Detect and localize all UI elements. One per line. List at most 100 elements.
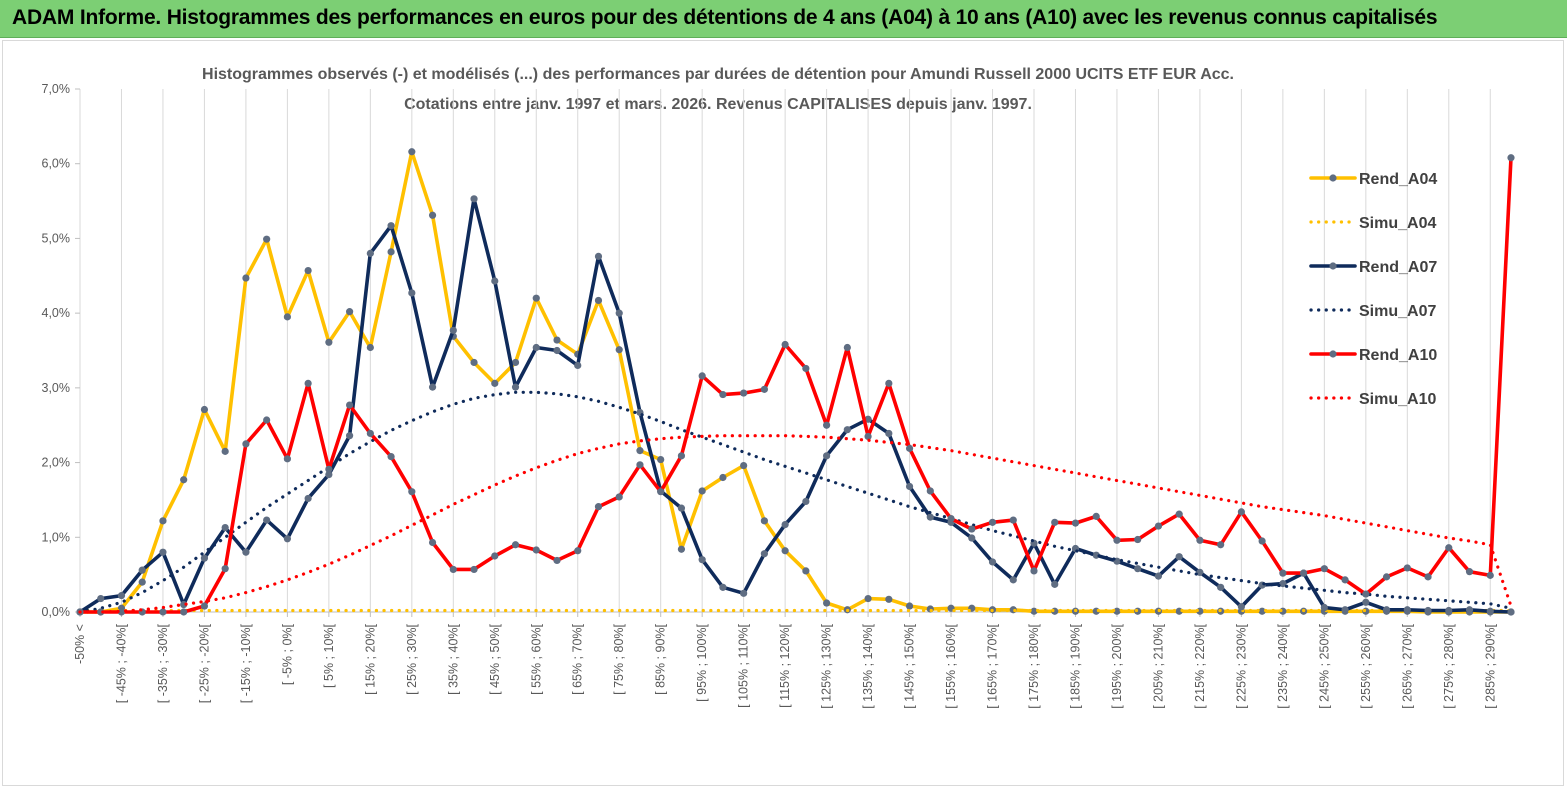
legend-item-simu-a07[interactable]: Simu_A07 xyxy=(1309,303,1436,320)
data-point-rend-a07 xyxy=(1134,565,1142,573)
data-point-rend-a04 xyxy=(781,547,789,555)
legend-item-rend-a04[interactable]: Rend_A04 xyxy=(1309,171,1437,188)
data-point-rend-a04 xyxy=(408,148,416,156)
series-line-rend-a04 xyxy=(78,150,1513,614)
data-point-rend-a10 xyxy=(1341,576,1349,584)
x-tick-label: -50% < xyxy=(73,624,87,664)
data-point-rend-a07 xyxy=(594,252,603,260)
legend-item-simu-a10[interactable]: Simu_A10 xyxy=(1309,391,1436,408)
x-tick-label: [ -25% ; -20%[ xyxy=(197,623,211,703)
x-tick-label: [ 25% ; 30%[ xyxy=(405,623,419,694)
data-point-rend-a07 xyxy=(760,550,768,558)
data-point-rend-a07 xyxy=(1279,580,1287,588)
data-point-rend-a07 xyxy=(1507,608,1515,616)
data-point-rend-a04 xyxy=(263,235,271,243)
data-point-rend-a10 xyxy=(97,608,105,616)
data-point-rend-a10 xyxy=(532,546,540,554)
data-point-rend-a07 xyxy=(1403,606,1411,614)
data-point-rend-a10 xyxy=(760,385,768,393)
y-tick-label: 3,0% xyxy=(42,381,71,395)
data-point-rend-a10 xyxy=(802,364,810,373)
legend-marker-rend-a07 xyxy=(1329,262,1337,270)
legend-label-rend-a04: Rend_A04 xyxy=(1359,171,1437,188)
series-line-simu-a07 xyxy=(78,390,1513,614)
report-banner: ADAM Informe. Histogrammes des performan… xyxy=(0,0,1567,38)
data-point-rend-a07 xyxy=(1217,583,1225,591)
data-point-rend-a10 xyxy=(574,547,582,555)
series-line-rend-a07 xyxy=(78,197,1513,614)
data-point-rend-a10 xyxy=(968,525,976,533)
data-point-rend-a10 xyxy=(594,503,603,511)
data-point-rend-a07 xyxy=(574,361,582,370)
data-point-rend-a07 xyxy=(823,452,831,460)
data-point-rend-a07 xyxy=(242,548,250,556)
data-point-rend-a07 xyxy=(449,326,457,334)
data-point-rend-a10 xyxy=(449,565,457,574)
data-point-rend-a04 xyxy=(180,476,188,484)
data-point-rend-a07 xyxy=(615,309,623,317)
data-point-rend-a10 xyxy=(740,389,748,397)
data-point-rend-a10 xyxy=(1030,567,1038,575)
data-point-rend-a07 xyxy=(1382,606,1391,614)
data-point-rend-a07 xyxy=(988,558,997,566)
data-point-rend-a07 xyxy=(740,589,748,597)
data-point-rend-a10 xyxy=(180,608,188,616)
x-tick-label: [ -15% ; -10%[ xyxy=(239,623,253,703)
x-tick-label: [ 175% ; 180%[ xyxy=(1027,623,1041,708)
data-point-rend-a07 xyxy=(408,289,416,297)
data-point-rend-a10 xyxy=(1196,536,1204,544)
data-point-rend-a10 xyxy=(1134,535,1142,544)
data-point-rend-a07 xyxy=(346,432,354,440)
data-point-rend-a04 xyxy=(325,338,333,346)
data-point-rend-a07 xyxy=(491,277,499,285)
data-point-rend-a07 xyxy=(926,513,934,521)
data-point-rend-a10 xyxy=(1009,516,1017,524)
chart-subtitle: Cotations entre janv. 1997 et mars. 2026… xyxy=(404,96,1032,113)
y-tick-label: 7,0% xyxy=(42,82,71,96)
data-point-rend-a10 xyxy=(200,602,209,610)
data-point-rend-a07 xyxy=(325,470,333,479)
data-point-rend-a10 xyxy=(677,452,686,460)
data-point-rend-a04 xyxy=(823,599,831,607)
series-group xyxy=(76,148,1515,616)
data-point-rend-a04 xyxy=(511,358,520,367)
data-point-rend-a07 xyxy=(221,523,229,532)
data-point-rend-a10 xyxy=(1092,512,1100,520)
legend-item-simu-a04[interactable]: Simu_A04 xyxy=(1309,215,1436,232)
data-point-rend-a04 xyxy=(346,308,354,316)
data-point-rend-a07 xyxy=(366,249,374,257)
x-tick-label: [ 165% ; 170%[ xyxy=(986,623,1000,708)
data-point-rend-a07 xyxy=(698,556,706,564)
data-point-rend-a04 xyxy=(698,487,706,495)
data-point-rend-a04 xyxy=(1030,607,1038,615)
data-point-rend-a10 xyxy=(1154,522,1163,530)
data-point-rend-a04 xyxy=(532,294,540,302)
data-point-rend-a10 xyxy=(366,429,374,438)
legend-item-rend-a10[interactable]: Rend_A10 xyxy=(1309,347,1437,364)
legend-label-simu-a10: Simu_A10 xyxy=(1359,391,1436,408)
series-line-rend-a10 xyxy=(78,155,1513,614)
data-point-rend-a04 xyxy=(428,211,437,219)
x-tick-label: [ 145% ; 150%[ xyxy=(903,623,917,708)
legend-item-rend-a07[interactable]: Rend_A07 xyxy=(1309,259,1437,276)
x-tick-label: [ 95% ; 100%[ xyxy=(695,623,709,701)
data-point-rend-a07 xyxy=(843,426,851,434)
x-tick-label: [ -35% ; -30%[ xyxy=(156,623,170,703)
x-tick-label: [ 225% ; 230%[ xyxy=(1234,623,1248,708)
x-tick-label: [ 55% ; 60%[ xyxy=(529,623,543,694)
x-tick-label: [ 255% ; 260%[ xyxy=(1359,623,1373,708)
legend-label-simu-a07: Simu_A07 xyxy=(1359,303,1436,320)
data-point-rend-a07 xyxy=(781,520,789,529)
data-point-rend-a07 xyxy=(1445,606,1453,615)
data-point-rend-a04 xyxy=(159,517,167,525)
data-point-rend-a10 xyxy=(864,432,872,441)
y-tick-label: 2,0% xyxy=(42,456,71,470)
legend[interactable]: Rend_A04 Simu_A04 Rend_A07 Simu_A07 Rend_A10… xyxy=(1309,171,1437,408)
x-tick-label: [ 245% ; 250%[ xyxy=(1317,623,1331,708)
x-tick-label: [ 215% ; 220%[ xyxy=(1193,623,1207,708)
data-point-rend-a10 xyxy=(1465,568,1474,576)
data-point-rend-a10 xyxy=(657,488,665,496)
axes: 0,0% 1,0% 2,0% 3,0% 4,0% 5,0% 6,0% 7,0% -50% < [ … xyxy=(42,82,1511,709)
data-point-rend-a10 xyxy=(926,487,934,495)
data-point-rend-a07 xyxy=(802,497,810,506)
